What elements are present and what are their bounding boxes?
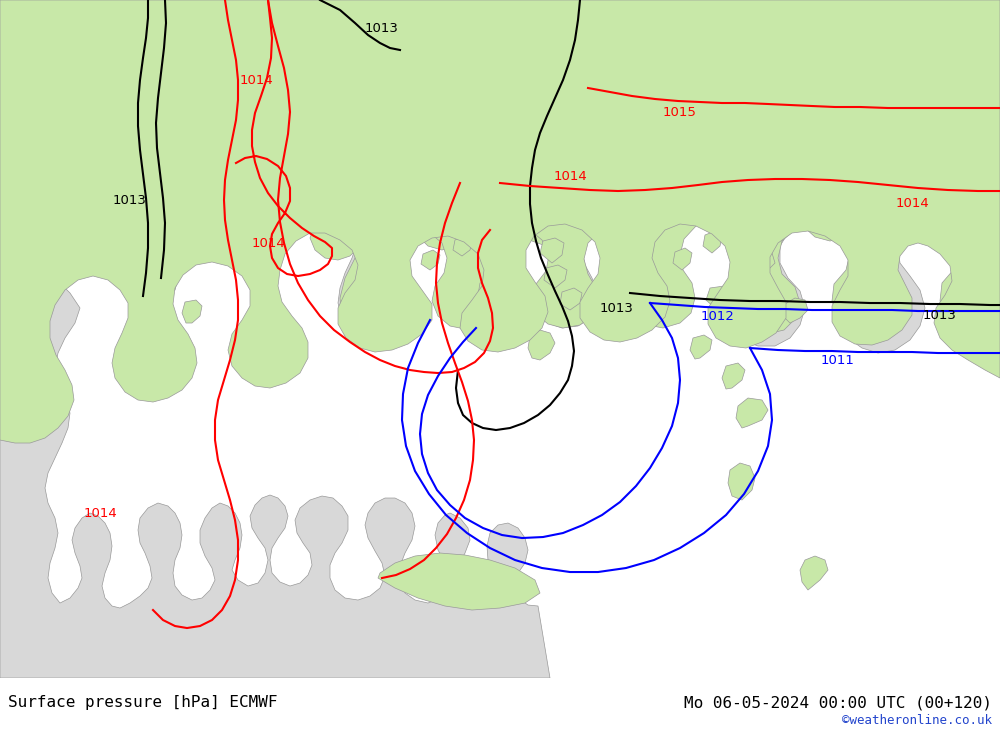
Polygon shape xyxy=(583,193,608,220)
Polygon shape xyxy=(508,310,530,333)
Polygon shape xyxy=(398,160,452,210)
Text: 1014: 1014 xyxy=(240,73,274,86)
Polygon shape xyxy=(736,398,768,428)
Polygon shape xyxy=(328,0,1000,356)
Polygon shape xyxy=(703,231,722,253)
Polygon shape xyxy=(673,248,692,270)
Polygon shape xyxy=(322,0,1000,336)
Text: 1014: 1014 xyxy=(252,237,286,249)
Polygon shape xyxy=(528,330,555,360)
Text: 1013: 1013 xyxy=(365,21,399,34)
Polygon shape xyxy=(0,258,550,678)
Polygon shape xyxy=(560,288,582,310)
Polygon shape xyxy=(155,270,178,298)
Polygon shape xyxy=(642,168,678,198)
Polygon shape xyxy=(421,250,440,270)
Text: 1012: 1012 xyxy=(701,309,735,323)
Text: 1013: 1013 xyxy=(113,194,147,207)
Polygon shape xyxy=(478,280,500,303)
Polygon shape xyxy=(728,463,755,500)
Polygon shape xyxy=(0,0,1000,443)
Polygon shape xyxy=(128,313,158,350)
Polygon shape xyxy=(488,228,508,248)
Polygon shape xyxy=(438,126,492,190)
Polygon shape xyxy=(722,363,745,389)
Text: 1015: 1015 xyxy=(663,106,697,119)
Polygon shape xyxy=(453,236,472,256)
Polygon shape xyxy=(606,243,624,263)
Polygon shape xyxy=(544,265,567,288)
Text: ©weatheronline.co.uk: ©weatheronline.co.uk xyxy=(842,714,992,727)
Text: 1011: 1011 xyxy=(821,353,855,366)
Polygon shape xyxy=(378,553,540,610)
Polygon shape xyxy=(540,238,564,263)
Polygon shape xyxy=(628,227,647,248)
Polygon shape xyxy=(706,286,732,308)
Text: 1013: 1013 xyxy=(600,301,634,314)
Text: Surface pressure [hPa] ECMWF: Surface pressure [hPa] ECMWF xyxy=(8,695,278,710)
Text: 1014: 1014 xyxy=(83,507,117,520)
Polygon shape xyxy=(182,300,202,323)
Polygon shape xyxy=(122,190,155,223)
Polygon shape xyxy=(509,196,527,216)
Polygon shape xyxy=(748,250,775,278)
Text: 1014: 1014 xyxy=(553,169,587,183)
Polygon shape xyxy=(782,298,808,323)
Polygon shape xyxy=(0,0,1000,260)
Text: 1013: 1013 xyxy=(923,309,957,322)
Polygon shape xyxy=(690,335,712,359)
Text: 1014: 1014 xyxy=(895,196,929,210)
Polygon shape xyxy=(762,183,818,220)
Polygon shape xyxy=(800,556,828,590)
Text: Mo 06-05-2024 00:00 UTC (00+120): Mo 06-05-2024 00:00 UTC (00+120) xyxy=(684,695,992,710)
Polygon shape xyxy=(140,360,172,396)
